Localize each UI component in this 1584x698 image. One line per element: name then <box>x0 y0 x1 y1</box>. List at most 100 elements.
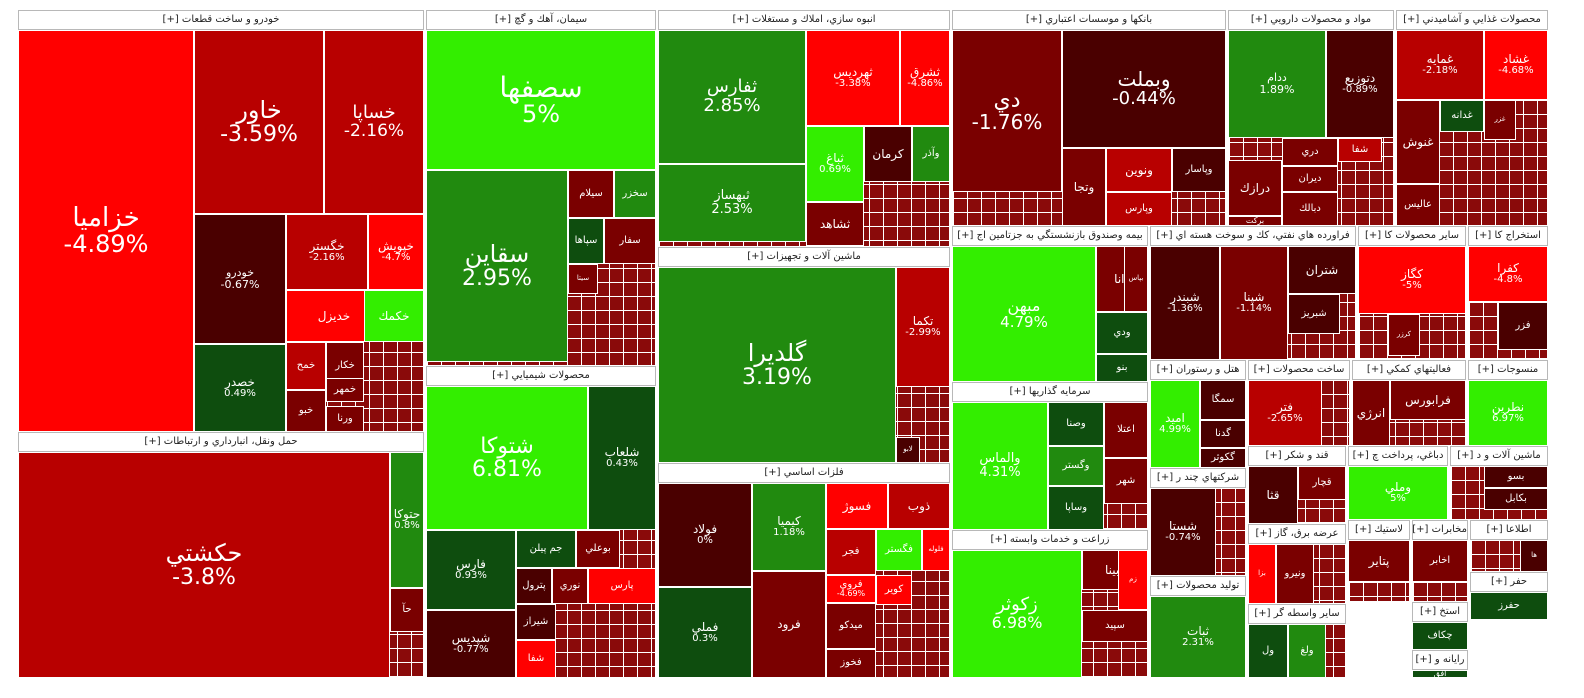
tile-10-3[interactable]: ودي <box>1096 312 1148 354</box>
tile-27-0[interactable]: اخابر <box>1412 540 1468 582</box>
tile-11-1[interactable]: وصنا <box>1048 402 1104 446</box>
sector-title[interactable]: دباغي، پرداخت چ [+] <box>1348 446 1448 466</box>
tile-14-3[interactable]: اميد 4.99% <box>1150 380 1200 468</box>
sector-title[interactable]: هتل و رستوران [+] <box>1150 360 1246 380</box>
tile-8-3[interactable]: شفا <box>1338 138 1382 162</box>
tile-3-1[interactable]: شلعاب 0.43% <box>588 386 656 530</box>
tile-0-0[interactable]: خزاميا -4.89% <box>18 30 194 432</box>
sector-title[interactable]: بيمه وصندوق بازنشستگي به جزتامين اج [+] <box>952 226 1148 246</box>
tile-8-1[interactable]: دتوزيع -0.89% <box>1326 30 1394 138</box>
tile-20-0[interactable]: قچار <box>1298 466 1346 500</box>
tile-22-1[interactable]: بكابل <box>1484 488 1548 510</box>
tile-6-1[interactable]: فملي 0.3% <box>658 587 752 678</box>
tile-7-1[interactable]: وبملت -0.44% <box>1062 30 1226 148</box>
sector-title[interactable]: فعاليتهاي كمكي [+] <box>1352 360 1466 380</box>
tile-3-7[interactable]: نوري <box>552 568 588 604</box>
sector-title[interactable]: محصولات شيميايي [+] <box>426 366 656 386</box>
tile-0-11[interactable]: خمهر <box>326 378 364 402</box>
tile-18-1[interactable]: انرژي <box>1352 380 1390 446</box>
tile-4-3[interactable]: ثشرق -4.86% <box>900 30 950 126</box>
tile-0-3[interactable]: خودرو -0.67% <box>194 214 286 344</box>
tile-14-0[interactable]: سمگا <box>1200 380 1246 420</box>
tile-6-11[interactable]: ميدكو <box>826 603 876 649</box>
tile-11-3[interactable]: وگستر <box>1048 446 1104 486</box>
tile-2-5[interactable]: سفار <box>604 218 656 264</box>
tile-20-1[interactable]: قثا <box>1248 466 1298 524</box>
tile-26-0[interactable]: پتاير <box>1348 540 1410 582</box>
tile-6-5[interactable]: فجر <box>826 529 876 575</box>
sector-title[interactable]: منسوجات [+] <box>1468 360 1548 380</box>
tile-7-2[interactable]: ونوين <box>1106 148 1172 192</box>
tile-9-5[interactable]: عاليس <box>1396 184 1440 226</box>
sector-title[interactable]: توليد محصولات [+] <box>1150 576 1246 596</box>
tile-28-0[interactable]: ها <box>1520 540 1548 572</box>
tile-8-4[interactable]: درازك <box>1228 160 1282 216</box>
tile-11-4[interactable]: شهر <box>1104 458 1148 504</box>
tile-3-2[interactable]: فارس 0.93% <box>426 530 516 610</box>
tile-8-0[interactable]: ددام 1.89% <box>1228 30 1326 138</box>
tile-24-0[interactable]: كفرا -4.8% <box>1468 246 1548 302</box>
tile-6-3[interactable]: فسوژ <box>826 483 888 529</box>
tile-3-6[interactable]: پترول <box>516 568 552 604</box>
sector-title[interactable]: حمل ونقل، انبارداري و ارتباطات [+] <box>18 432 424 452</box>
tile-3-3[interactable]: جم پيلن <box>516 530 576 568</box>
tile-0-4[interactable]: خگستر -2.16% <box>286 214 368 290</box>
tile-30-0[interactable]: چكاف <box>1412 622 1468 650</box>
sector-title[interactable]: شركتهاي چند ر [+] <box>1150 468 1246 488</box>
tile-0-2[interactable]: خساپا -2.16% <box>324 30 424 214</box>
tile-7-3[interactable]: وپاسار <box>1172 148 1226 192</box>
sector-title[interactable]: خودرو و ساخت قطعات [+] <box>18 10 424 30</box>
tile-17-0[interactable]: فتر -2.65% <box>1248 380 1322 446</box>
sector-title[interactable]: بانكها و موسسات اعتباري [+] <box>952 10 1226 30</box>
tile-7-5[interactable]: وتجا <box>1062 148 1106 226</box>
sector-title[interactable]: ماشين آلات و تجهيزات [+] <box>658 247 950 267</box>
tile-14-1[interactable]: گدنا <box>1200 420 1246 448</box>
tile-29-0[interactable]: ولغ <box>1288 624 1326 678</box>
sector-title[interactable]: اطلاعا [+] <box>1470 520 1548 540</box>
tile-0-13[interactable]: خبو <box>286 390 326 432</box>
tile-4-0[interactable]: ثفارس 2.85% <box>658 30 806 164</box>
tile-9-3[interactable]: غدانه <box>1440 100 1484 132</box>
sector-title[interactable]: استخراج كا [+] <box>1468 226 1548 246</box>
tile-2-4[interactable]: سپاها <box>568 218 604 264</box>
tile-8-5[interactable]: ديران <box>1282 166 1338 192</box>
tile-3-10[interactable]: شفا <box>516 640 556 678</box>
tile-5-2[interactable]: لابو <box>896 437 920 463</box>
tile-6-7[interactable]: فلوله <box>922 529 950 571</box>
sector-title[interactable]: سيمان، آهك و گچ [+] <box>426 10 656 30</box>
sector-title[interactable]: سرمايه گذاريها [+] <box>952 382 1148 402</box>
tile-6-12[interactable]: فخوز <box>826 649 876 678</box>
sector-title[interactable]: فراورده هاي نفتي، كك و سوخت هسته اي [+] <box>1150 226 1356 246</box>
tile-24-1[interactable]: فزر <box>1498 302 1548 350</box>
tile-4-1[interactable]: ثبهساز 2.53% <box>658 164 806 242</box>
sector-title[interactable]: فلزات اساسي [+] <box>658 463 950 483</box>
tile-3-0[interactable]: شتوكا 6.81% <box>426 386 588 530</box>
tile-7-4[interactable]: وپارس <box>1106 192 1172 226</box>
tile-9-0[interactable]: غمايه -2.18% <box>1396 30 1484 100</box>
sector-title[interactable]: سایر محصولات کا [+] <box>1358 226 1466 246</box>
tile-0-9[interactable]: خمح <box>286 342 326 390</box>
tile-0-5[interactable]: خپويش -4.7% <box>368 214 424 290</box>
tile-2-1[interactable]: سقاين 2.95% <box>426 170 568 362</box>
tile-11-5[interactable]: وساپا <box>1048 486 1104 530</box>
sector-title[interactable]: رايانه و [+] <box>1412 650 1468 670</box>
tile-2-6[interactable]: سيتا <box>568 264 598 294</box>
tile-6-9[interactable]: كوير <box>876 575 912 605</box>
tile-7-0[interactable]: دي -1.76% <box>952 30 1062 192</box>
tile-4-7[interactable]: ثشاهد <box>806 202 864 246</box>
tile-1-1[interactable]: حتوكا 0.8% <box>390 452 424 588</box>
tile-1-2[interactable]: حآ <box>390 588 424 632</box>
tile-6-2[interactable]: كيميا 1.18% <box>752 483 826 571</box>
tile-0-7[interactable]: خكمك <box>364 290 424 342</box>
tile-8-2[interactable]: دري <box>1282 138 1338 166</box>
tile-3-4[interactable]: بوعلي <box>576 530 620 568</box>
tile-23-1[interactable]: كرزر <box>1388 314 1420 356</box>
sector-title[interactable]: قند و شكر [+] <box>1248 446 1346 466</box>
tile-23-0[interactable]: كگاز -5% <box>1358 246 1466 314</box>
tile-4-4[interactable]: ثباغ 0.69% <box>806 126 864 202</box>
tile-12-3[interactable]: زم <box>1118 550 1148 610</box>
sector-title[interactable]: حفر [+] <box>1470 572 1548 592</box>
tile-0-12[interactable]: ورنا <box>326 406 364 432</box>
tile-12-0[interactable]: زكوثر 6.98% <box>952 550 1082 678</box>
tile-10-0[interactable]: مبهن 4.79% <box>952 246 1096 382</box>
